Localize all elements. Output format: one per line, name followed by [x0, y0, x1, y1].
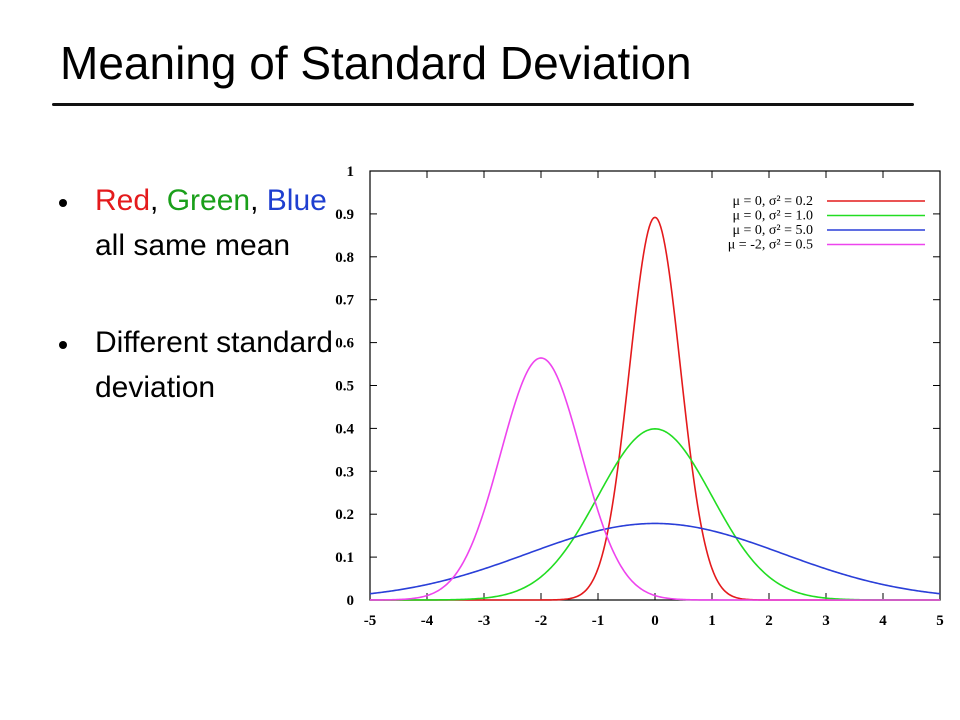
bullet-dot-icon: [59, 341, 67, 349]
plot-frame: [369, 170, 941, 601]
y-tick-label: 0.7: [335, 293, 354, 309]
legend-label: μ = 0, σ² = 1.0: [732, 209, 813, 224]
x-tick-label: 0: [651, 613, 659, 629]
x-tick-label: 1: [708, 613, 716, 629]
bullet-item-different-sd: Different standard deviation: [55, 320, 345, 410]
series-line-2: [369, 522, 941, 595]
x-tick-label: -5: [364, 613, 377, 629]
y-tick-label: 0.3: [335, 464, 354, 480]
x-tick-label: 2: [765, 613, 773, 629]
bullet-dot-icon: [59, 199, 67, 207]
chart-svg: -5 -4 -3 -2 -1 0 1 2 3 4 5 0 0.1 0.2 0.3 0.4 0.5 0.6 0.7 0.…: [335, 164, 944, 629]
y-tick-label: 0.1: [335, 550, 354, 566]
x-tick-label: -4: [421, 613, 434, 629]
bullet-text-part-red: Red: [95, 184, 151, 217]
title-underline: [52, 103, 914, 106]
x-tick-label: -1: [592, 613, 605, 629]
x-tick-label: -2: [535, 613, 548, 629]
bullet-text-part-rest: all same mean: [95, 229, 291, 262]
y-tick-label: 0.2: [335, 507, 354, 523]
bullet-text-part-comma-2: ,: [250, 184, 267, 217]
bullet-text-part-blue: Blue: [266, 184, 327, 217]
y-tick-label: 0.8: [335, 250, 354, 266]
normal-distribution-chart: -5 -4 -3 -2 -1 0 1 2 3 4 5 0 0.1 0.2 0.3 0.4 0.5 0.6 0.7 0.…: [318, 158, 958, 648]
x-tick-label: 5: [936, 613, 944, 629]
y-tick-label: 0: [347, 593, 355, 609]
legend-label: μ = 0, σ² = 5.0: [732, 223, 813, 238]
x-tick-label: 4: [879, 613, 887, 629]
y-tick-label: 0.5: [335, 379, 354, 395]
y-tick-label: 0.9: [335, 207, 354, 223]
y-tick-label: 0.6: [335, 336, 354, 352]
slide-title: Meaning of Standard Deviation: [60, 37, 692, 89]
bullet-text-part-comma-1: ,: [150, 184, 167, 217]
bullet-text-part-green: Green: [166, 184, 251, 217]
y-tick-label: 1: [347, 164, 355, 180]
series-line-3: [370, 357, 940, 601]
legend-label: μ = 0, σ² = 0.2: [732, 194, 813, 209]
series-line-0: [370, 216, 940, 601]
y-tick-label: 0.4: [335, 421, 354, 437]
bullet-item-same-mean: Red, Green, Blue all same mean: [55, 178, 345, 268]
legend-label: μ = -2, σ² = 0.5: [728, 238, 813, 253]
bullet-list: Red, Green, Blue all same mean Different…: [55, 178, 345, 462]
x-tick-label: 3: [822, 613, 830, 629]
x-tick-label: -3: [478, 613, 491, 629]
bullet-text-different-sd: Different standard deviation: [95, 326, 333, 404]
